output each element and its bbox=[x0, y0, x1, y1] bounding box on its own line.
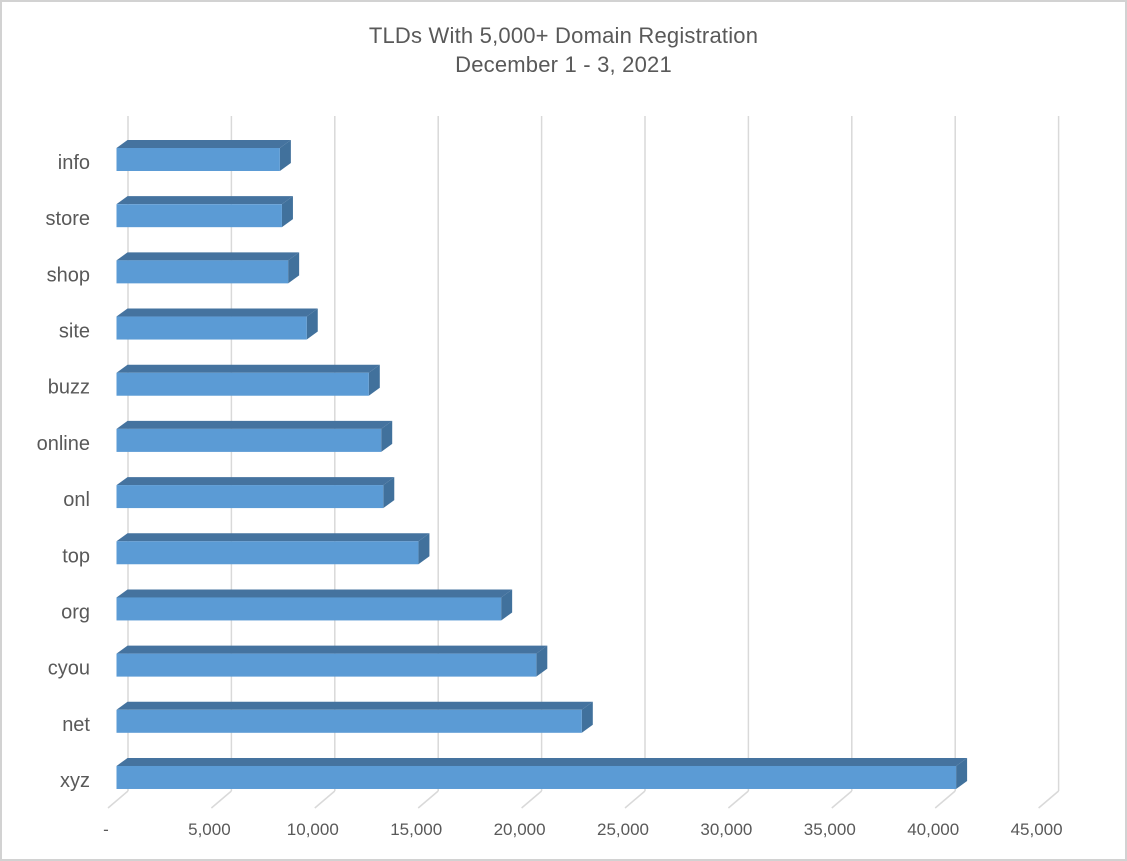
bar-front-face bbox=[116, 260, 289, 284]
bar-top-face bbox=[116, 757, 968, 766]
y-axis-category-label: org bbox=[61, 601, 90, 623]
bar-front-face bbox=[116, 148, 280, 171]
x-axis-tick bbox=[417, 790, 439, 809]
x-axis-tick-label: 20,000 bbox=[494, 820, 546, 839]
x-axis-tick bbox=[521, 790, 543, 809]
y-axis-category-label: buzz bbox=[48, 377, 90, 399]
chart-title: TLDs With 5,000+ Domain Registration Dec… bbox=[2, 21, 1125, 79]
bar-top-face bbox=[116, 252, 300, 261]
bar-side-face bbox=[281, 196, 293, 228]
y-axis-category-label: top bbox=[62, 545, 90, 567]
bar-front-face bbox=[116, 653, 537, 677]
bar-side-face bbox=[368, 364, 380, 396]
bar-side-face bbox=[536, 645, 548, 677]
bar-front-face bbox=[116, 428, 382, 452]
y-axis-category-label: onl bbox=[63, 489, 90, 511]
y-axis-category-label: info bbox=[58, 152, 90, 174]
bar-front-face bbox=[116, 709, 582, 733]
y-axis-category-label: shop bbox=[47, 264, 90, 286]
bar-side-face bbox=[501, 589, 513, 621]
x-axis-tick bbox=[107, 790, 129, 809]
bar-store bbox=[116, 196, 293, 228]
bar-front-face bbox=[116, 541, 419, 565]
x-axis-tick-label: 40,000 bbox=[907, 820, 959, 839]
bar-xyz bbox=[116, 757, 968, 789]
x-axis-tick bbox=[1038, 790, 1060, 809]
bar-top-face bbox=[116, 308, 318, 317]
y-axis-category-label: online bbox=[37, 433, 90, 455]
x-axis-tick bbox=[210, 790, 232, 809]
x-axis-tick-label: 30,000 bbox=[700, 820, 752, 839]
x-axis-tick-label: 5,000 bbox=[188, 820, 231, 839]
bar-side-face bbox=[383, 477, 395, 509]
bar-side-face bbox=[288, 252, 300, 284]
bar-side-face bbox=[418, 533, 430, 565]
bar-top-face bbox=[116, 196, 293, 205]
bar-onl bbox=[116, 477, 395, 509]
bar-front-face bbox=[116, 204, 282, 228]
bar-net bbox=[116, 701, 593, 733]
bar-front-face bbox=[116, 597, 502, 621]
bar-top-face bbox=[116, 420, 393, 429]
x-axis-tick bbox=[934, 790, 956, 809]
x-axis-tick bbox=[831, 790, 853, 809]
bar-top-face bbox=[116, 645, 548, 654]
bar-buzz bbox=[116, 364, 380, 396]
y-axis-category-label: store bbox=[46, 208, 90, 230]
bar-front-face bbox=[116, 765, 957, 789]
bar-top-face bbox=[116, 701, 593, 710]
bar-top-face bbox=[116, 477, 395, 486]
bar-online bbox=[116, 420, 393, 452]
x-axis-tick bbox=[624, 790, 646, 809]
bar-top bbox=[116, 533, 430, 565]
bar-side-face bbox=[956, 757, 968, 789]
x-axis-tick-label: 25,000 bbox=[597, 820, 649, 839]
x-axis-tick bbox=[314, 790, 336, 809]
bar-site bbox=[116, 308, 318, 340]
x-axis-tick-label: 15,000 bbox=[390, 820, 442, 839]
bar-front-face bbox=[116, 316, 307, 340]
bar-org bbox=[116, 589, 513, 621]
y-axis-category-label: xyz bbox=[60, 770, 90, 792]
y-axis-category-label: site bbox=[59, 321, 90, 343]
bar-top-face bbox=[116, 589, 513, 598]
bar-side-face bbox=[306, 308, 318, 340]
bar-cyou bbox=[116, 645, 548, 677]
x-axis-tick-label: 35,000 bbox=[804, 820, 856, 839]
x-axis-tick-label: - bbox=[103, 820, 109, 839]
x-axis-tick-label: 10,000 bbox=[287, 820, 339, 839]
bar-top-face bbox=[116, 140, 291, 148]
y-axis-category-label: net bbox=[62, 714, 90, 736]
bar-front-face bbox=[116, 485, 384, 509]
x-axis-tick-label: 45,000 bbox=[1011, 820, 1063, 839]
bar-front-face bbox=[116, 372, 369, 396]
bar-top-face bbox=[116, 533, 430, 542]
bar-side-face bbox=[581, 701, 593, 733]
bar-top-face bbox=[116, 364, 380, 373]
x-axis-tick bbox=[727, 790, 749, 809]
bar-shop bbox=[116, 252, 300, 284]
bar-info bbox=[116, 140, 291, 171]
chart-title-line2: December 1 - 3, 2021 bbox=[455, 52, 672, 77]
bar-side-face bbox=[279, 140, 291, 171]
chart-title-line1: TLDs With 5,000+ Domain Registration bbox=[368, 23, 759, 48]
bar-side-face bbox=[381, 420, 393, 452]
y-axis-category-label: cyou bbox=[48, 658, 90, 680]
